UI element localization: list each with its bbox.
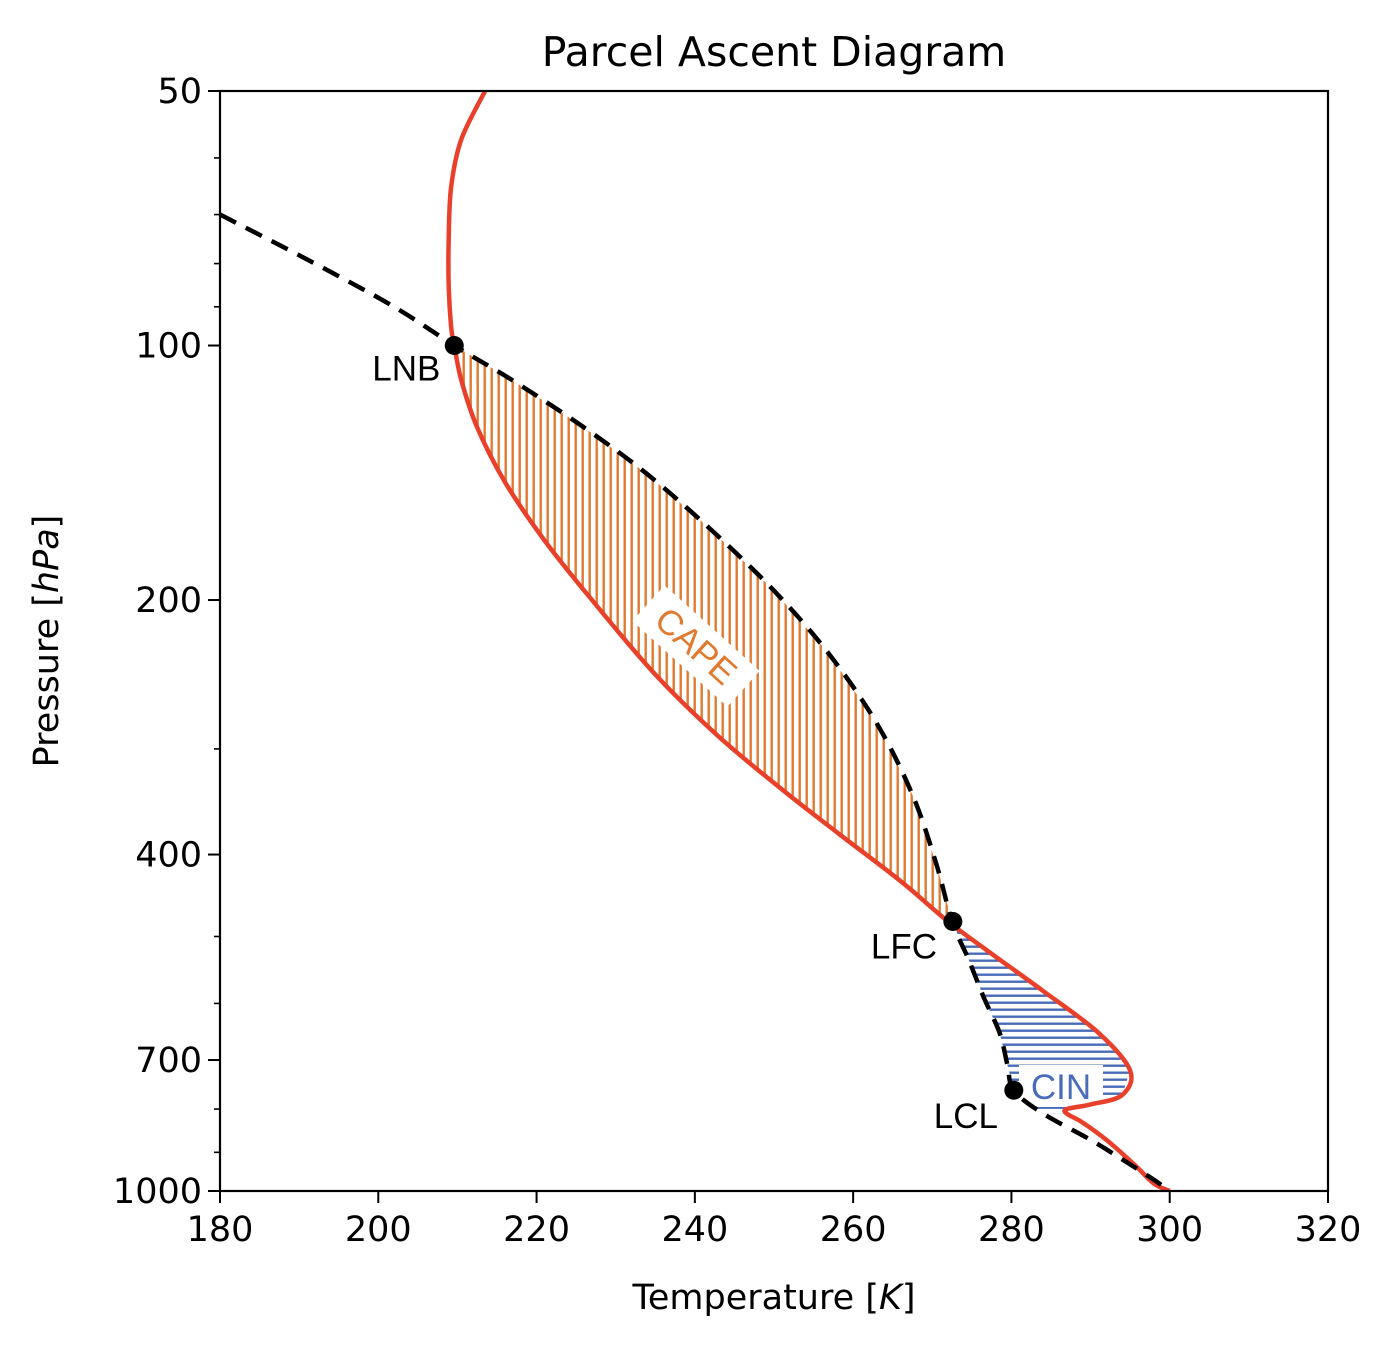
- x-tick-label: 280: [978, 1210, 1045, 1250]
- plot-frame: [218, 89, 1330, 1193]
- x-tick-label: 200: [345, 1210, 412, 1250]
- x-tick-label: 320: [1295, 1210, 1362, 1250]
- key-point-label: LNB: [372, 350, 440, 389]
- x-tick-label: 260: [820, 1210, 887, 1250]
- x-axis-label: Temperature [K]: [631, 1278, 915, 1318]
- y-tick-label: 50: [157, 72, 202, 112]
- y-tick-label: 400: [135, 836, 202, 876]
- chart-title: Parcel Ascent Diagram: [542, 28, 1006, 76]
- cin-label-group: CIN: [1019, 1065, 1103, 1107]
- key-point-marker: [943, 911, 963, 931]
- key-point-marker: [444, 336, 464, 356]
- x-tick-label: 240: [661, 1210, 728, 1250]
- y-tick-label: 1000: [113, 1172, 202, 1212]
- x-tick-label: 180: [187, 1210, 254, 1250]
- cin-label: CIN: [1031, 1068, 1091, 1107]
- key-point-label: LFC: [871, 927, 937, 966]
- y-tick-label: 200: [135, 581, 202, 621]
- y-tick-label: 700: [135, 1041, 202, 1081]
- y-tick-label: 100: [135, 327, 202, 367]
- x-tick-label: 220: [503, 1210, 570, 1250]
- parcel-profile-line: [220, 212, 1172, 1191]
- y-axis-label: Pressure [hPa]: [27, 515, 67, 768]
- key-point-label: LCL: [934, 1097, 998, 1136]
- key-point-marker: [1004, 1080, 1024, 1100]
- environment-profile-line: [446, 91, 1171, 1191]
- x-tick-label: 300: [1136, 1210, 1203, 1250]
